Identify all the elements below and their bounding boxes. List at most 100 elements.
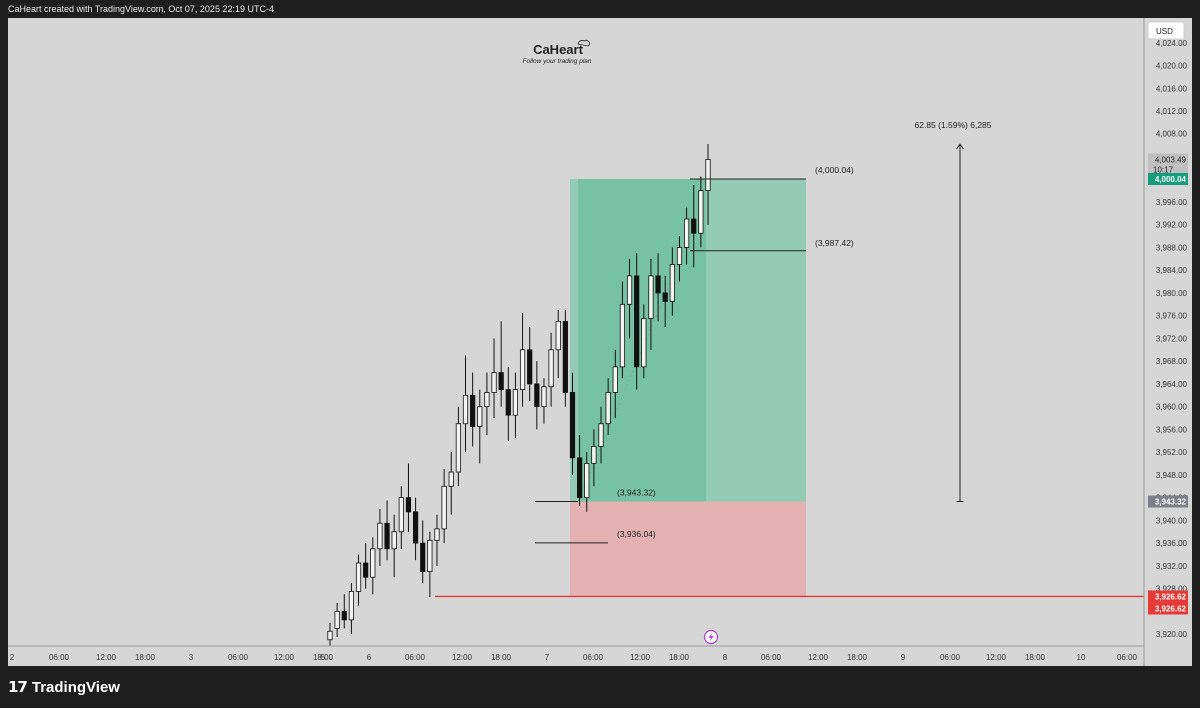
price-tick-label: 3,984.00 xyxy=(1156,266,1188,275)
time-tick-label: 06:00 xyxy=(49,653,70,662)
candle xyxy=(363,562,369,578)
tradingview-logo[interactable]: 17 TradingView xyxy=(8,677,120,697)
time-tick-label: 18:00 xyxy=(313,653,334,662)
candle xyxy=(562,320,568,393)
price-tick-label: 3,940.00 xyxy=(1156,516,1188,525)
time-tick-label: 18:00 xyxy=(669,653,690,662)
candle xyxy=(691,218,697,234)
measure-arrowhead-icon xyxy=(956,143,964,150)
time-tick-label: 7 xyxy=(545,653,550,662)
candle xyxy=(612,366,618,393)
time-tick-label: 06:00 xyxy=(583,653,604,662)
candle xyxy=(626,275,633,305)
measure-label: 62.85 (1.59%) 6,285 xyxy=(914,120,991,130)
footer: 17 TradingView xyxy=(0,666,1200,708)
candle xyxy=(391,531,397,550)
time-tick-label: 18:00 xyxy=(491,653,512,662)
time-axis[interactable]: 2 06:00 12:00 18:00 3 06:00 12:00 18:005 6 06:00 1… xyxy=(10,653,1138,662)
candle xyxy=(434,528,440,541)
entry-price-badge-bg xyxy=(1148,495,1188,508)
loss-zone[interactable] xyxy=(570,501,806,597)
candle xyxy=(441,485,447,530)
price-tick-label: 3,956.00 xyxy=(1156,425,1188,434)
candle xyxy=(512,389,519,416)
candle xyxy=(348,591,354,621)
time-tick-label: 9 xyxy=(901,653,906,662)
candle xyxy=(598,423,604,447)
candle xyxy=(605,392,611,425)
time-tick-label: 18:00 xyxy=(847,653,868,662)
candle xyxy=(584,463,590,499)
price-tick-label: 3,928.00 xyxy=(1156,585,1188,594)
time-tick-label: 12:00 xyxy=(452,653,473,662)
candle xyxy=(634,275,640,368)
mid-label: (3,987.42) xyxy=(815,238,854,248)
candle xyxy=(641,318,647,368)
countdown-label: 10:17 xyxy=(1153,165,1174,174)
currency-box[interactable] xyxy=(1147,21,1185,40)
stop-price-badge-secondary-bg xyxy=(1148,602,1188,615)
time-tick-label: 10 xyxy=(1077,653,1086,662)
tradingview-logo-icon: 17 xyxy=(8,678,28,696)
stop-price-badge-bg xyxy=(1148,590,1188,603)
price-tick-label: 3,960.00 xyxy=(1156,403,1188,412)
price-tick-label: 3,980.00 xyxy=(1156,289,1188,298)
candle xyxy=(698,190,704,234)
candle xyxy=(655,275,661,294)
price-tick-label: 3,996.00 xyxy=(1156,198,1188,207)
price-tick-label: 4,008.00 xyxy=(1156,130,1188,139)
price-tick-label: 3,988.00 xyxy=(1156,243,1188,252)
price-tick-label: 4,024.00 xyxy=(1156,39,1188,48)
candle xyxy=(491,372,497,393)
time-tick-label: 8 xyxy=(723,653,728,662)
time-tick-label: 6 xyxy=(367,653,372,662)
target-price-badge: 4,000.04 xyxy=(1155,175,1187,184)
candle xyxy=(662,292,668,302)
candle xyxy=(470,394,476,427)
candle xyxy=(484,392,490,408)
time-tick-label: 18:00 xyxy=(1025,653,1046,662)
candle xyxy=(569,392,576,459)
price-tick-label: 3,936.00 xyxy=(1156,539,1188,548)
candle xyxy=(519,349,526,391)
candle xyxy=(477,406,483,427)
candle xyxy=(505,389,511,416)
entry-label: (3,943.32) xyxy=(617,488,656,498)
stop-price-badge: 3,926.62 xyxy=(1155,592,1187,601)
candle xyxy=(541,386,547,408)
time-tick-label: 12:00 xyxy=(630,653,651,662)
time-tick-label: 12:00 xyxy=(96,653,117,662)
candle xyxy=(334,610,340,629)
time-tick-label: 06:00 xyxy=(405,653,426,662)
candle xyxy=(455,423,461,473)
price-tick-label: 3,976.00 xyxy=(1156,312,1188,321)
candlestick-series xyxy=(327,143,711,646)
price-tick-label: 3,920.00 xyxy=(1156,630,1188,639)
candle xyxy=(591,446,597,464)
tradingview-logo-text: TradingView xyxy=(31,678,120,696)
candle xyxy=(420,542,426,572)
time-tick-label: 3 xyxy=(189,653,194,662)
candle xyxy=(619,303,626,368)
candle xyxy=(384,522,390,550)
candle xyxy=(684,218,690,248)
candle xyxy=(498,372,504,391)
price-axis[interactable]: 4,024.00 4,020.00 4,016.00 4,012.00 4,008.00… xyxy=(1156,39,1188,639)
chart-header: CaHeart created with TradingView.com, Oc… xyxy=(0,0,1200,18)
candle xyxy=(577,457,583,499)
candle xyxy=(355,562,362,592)
candle xyxy=(377,522,383,550)
time-tick-label: 12:00 xyxy=(274,653,295,662)
candle xyxy=(548,349,554,388)
stop-price-badge-secondary: 3,926.62 xyxy=(1155,604,1187,613)
last-price-badge-bg xyxy=(1148,153,1188,176)
candle xyxy=(648,275,654,319)
entry-price-badge: 3,943.32 xyxy=(1155,498,1187,507)
event-flash-icon[interactable] xyxy=(703,629,719,645)
time-tick-label: 06:00 xyxy=(940,653,961,662)
price-tick-label: 3,968.00 xyxy=(1156,357,1188,366)
time-tick-label: 18:00 xyxy=(135,653,156,662)
candle xyxy=(669,264,675,302)
currency-label: USD xyxy=(1156,27,1173,36)
